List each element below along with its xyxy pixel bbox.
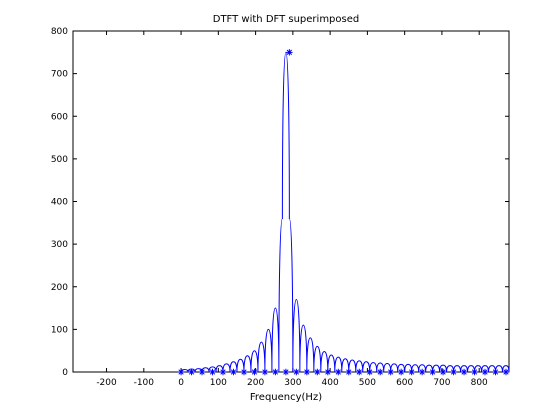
- dft-marker: [377, 368, 384, 376]
- dft-marker: [418, 368, 426, 376]
- x-tick-label: 800: [471, 378, 488, 388]
- dft-marker: [481, 368, 489, 376]
- dft-marker: [460, 368, 468, 376]
- dft-marker: [471, 368, 478, 376]
- dft-marker: [345, 368, 352, 376]
- x-tick-label: -200: [96, 378, 117, 388]
- dft-marker: [261, 368, 269, 376]
- dft-marker: [356, 368, 363, 376]
- x-tick-label: 400: [322, 378, 339, 388]
- y-tick-label: 500: [51, 155, 68, 165]
- y-tick-label: 200: [51, 283, 68, 293]
- x-tick-label: 300: [284, 378, 301, 388]
- x-tick-label: 600: [396, 378, 413, 388]
- dft-marker: [303, 368, 311, 376]
- y-tick-label: 0: [62, 368, 68, 378]
- x-tick-label: -100: [134, 378, 155, 388]
- dft-marker: [408, 368, 415, 376]
- x-tick-label: 100: [210, 378, 227, 388]
- y-tick-label: 600: [51, 112, 68, 122]
- x-tick-label: 0: [178, 378, 184, 388]
- x-axis-label: Frequency(Hz): [250, 392, 322, 403]
- dft-marker: [450, 368, 457, 376]
- dft-marker: [230, 368, 237, 376]
- dft-marker: [387, 368, 394, 376]
- dft-marker: [251, 368, 258, 376]
- plot-area: -200 -100 0 100 200 300 400 500 600 700 800 0 100 200…: [51, 27, 510, 388]
- dft-marker: [324, 368, 332, 376]
- y-tick-label: 800: [51, 27, 68, 37]
- y-tick-label: 300: [51, 240, 68, 250]
- dft-marker: [397, 368, 405, 376]
- x-tick-label: 200: [247, 378, 264, 388]
- dft-marker: [366, 368, 373, 376]
- x-tick-label: 700: [433, 378, 450, 388]
- dft-marker: [240, 368, 248, 376]
- dft-marker: [314, 368, 321, 376]
- dft-marker: [429, 368, 436, 376]
- dft-marker: [492, 368, 499, 376]
- chart-title: DTFT with DFT superimposed: [213, 14, 359, 25]
- y-tick-label: 100: [51, 325, 68, 335]
- dft-marker: [272, 368, 279, 376]
- dft-marker: [286, 49, 293, 56]
- dft-marker: [282, 368, 290, 376]
- axes-box: [72, 30, 510, 373]
- x-tick-label: 500: [359, 378, 376, 388]
- y-tick-label: 400: [51, 198, 68, 208]
- dft-marker: [177, 368, 185, 376]
- dft-marker: [219, 368, 227, 376]
- dft-marker: [439, 368, 447, 376]
- dft-marker: [198, 368, 206, 376]
- y-tick-label: 700: [51, 70, 68, 80]
- dft-marker: [502, 368, 510, 376]
- dft-marker: [335, 368, 342, 376]
- dft-marker: [188, 368, 195, 376]
- dft-marker: [209, 368, 216, 376]
- dft-marker: [293, 368, 300, 376]
